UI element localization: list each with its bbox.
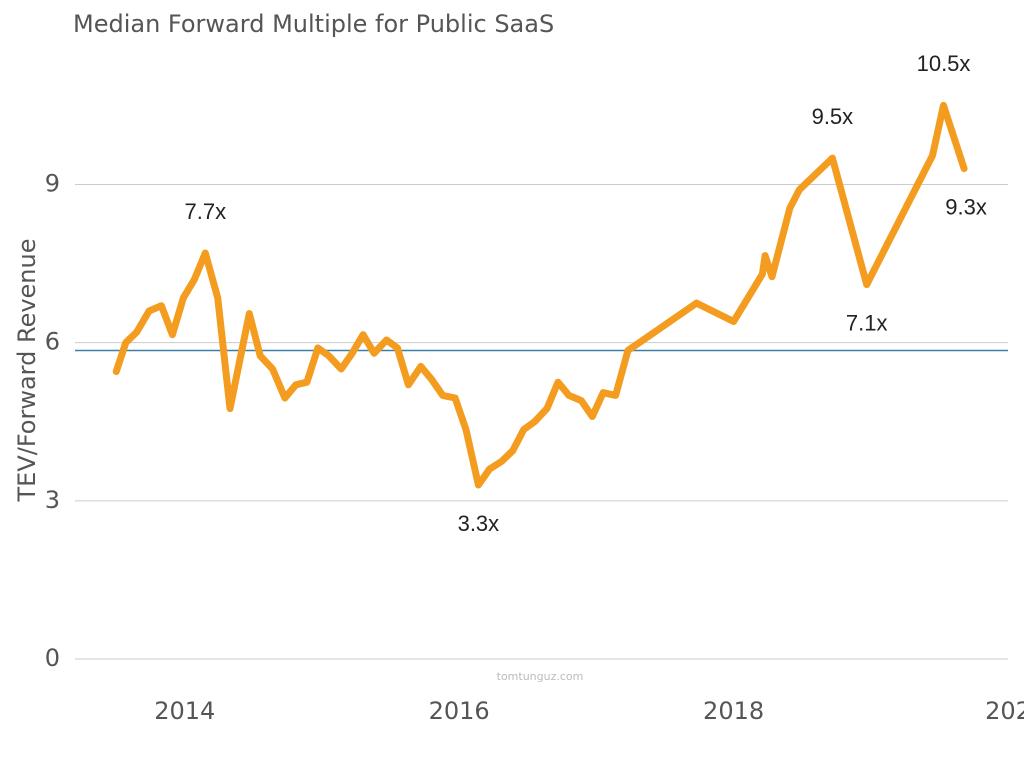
y-tick-label: 0	[45, 644, 60, 672]
chart-title: Median Forward Multiple for Public SaaS	[73, 10, 554, 38]
y-tick-label: 6	[45, 328, 60, 356]
x-tick-label: 2018	[703, 697, 764, 725]
series-line	[112, 101, 968, 489]
data-label: 10.5x	[917, 51, 971, 76]
data-label: 3.3x	[458, 511, 500, 536]
data-label: 9.3x	[945, 194, 987, 219]
data-label: 9.5x	[812, 104, 854, 129]
y-tick-label: 9	[45, 169, 60, 197]
x-tick-label: 202	[985, 697, 1024, 725]
x-tick-label: 2016	[429, 697, 490, 725]
y-tick-label: 3	[45, 486, 60, 514]
data-label: 7.7x	[185, 199, 227, 224]
data-label: 7.1x	[846, 310, 888, 335]
y-axis-title: TEV/Forward Revenue	[13, 239, 41, 503]
watermark: tomtunguz.com	[497, 670, 584, 683]
x-tick-label: 2014	[154, 697, 215, 725]
